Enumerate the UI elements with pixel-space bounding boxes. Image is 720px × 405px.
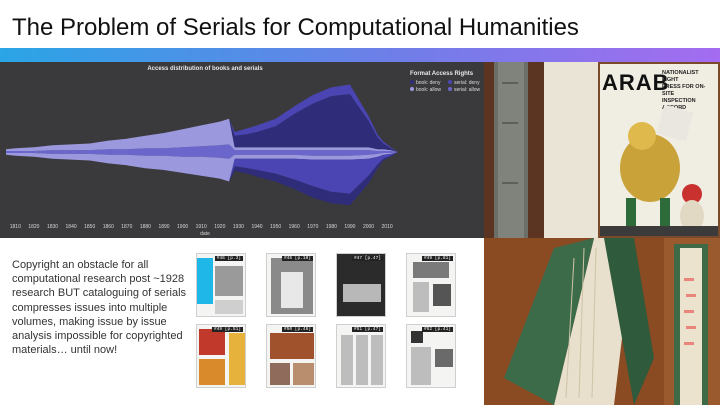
stream-lower-book-deny xyxy=(6,152,402,206)
thumbnail-label: #51 [p.47] xyxy=(351,327,383,332)
thumbnail-label: #50 [p.46] xyxy=(281,327,313,332)
legend-label: serial: deny xyxy=(454,80,480,86)
magazine-headline-2: PRESS FOR ON-SITE xyxy=(662,84,706,97)
legend-label: serial: allow xyxy=(454,87,481,93)
issue-thumbnail[interactable]: #49 [p.81] xyxy=(406,253,456,317)
x-tick-label: 1910 xyxy=(196,224,207,230)
x-tick-label: 1970 xyxy=(307,224,318,230)
thumbnail-label: #49 [p.81] xyxy=(421,256,453,261)
x-tick-label: 1820 xyxy=(28,224,39,230)
thumbnail-label: #47 [p.47] xyxy=(351,256,383,261)
x-tick-label: 1810 xyxy=(10,224,21,230)
issue-thumbnail[interactable]: #46 [p.3] xyxy=(196,253,246,317)
cartoon-illustration xyxy=(600,104,718,236)
legend-swatch xyxy=(448,87,452,91)
slide-title: The Problem of Serials for Computational… xyxy=(12,14,579,41)
stream-upper-serial-deny xyxy=(6,84,402,152)
thumbnail-label: #49 [p.51] xyxy=(211,327,243,332)
legend-label: book: allow xyxy=(416,87,441,93)
legend-title: Format Access Rights xyxy=(410,71,474,77)
x-tick-label: 2010 xyxy=(382,224,393,230)
issue-thumbnail[interactable]: #46 [p.10] xyxy=(266,253,316,317)
x-tick-label: 1990 xyxy=(344,224,355,230)
x-tick-label: 1830 xyxy=(47,224,58,230)
x-tick-label: 1930 xyxy=(233,224,244,230)
chart-svg: Access distribution of books and serials… xyxy=(6,66,481,237)
x-tick-label: 1850 xyxy=(84,224,95,230)
slide-body-text: Copyright an obstacle for all computatio… xyxy=(12,259,187,357)
thumbnail-label: #52 [p.41] xyxy=(421,327,453,332)
legend-swatch xyxy=(448,80,452,84)
x-tick-label: 1880 xyxy=(140,224,151,230)
bound-volume-spine-photo xyxy=(484,62,544,238)
bound-volumes-pages-photo xyxy=(484,238,664,405)
issue-thumbnail[interactable]: #52 [p.41] xyxy=(406,324,456,388)
x-tick-label: 1950 xyxy=(270,224,281,230)
x-tick-label: 1870 xyxy=(121,224,132,230)
magazine-headline-1: NATIONALIST FIGHT xyxy=(662,70,699,83)
chart-title: Access distribution of books and serials xyxy=(147,66,263,72)
issue-thumbnail[interactable]: #50 [p.46] xyxy=(266,324,316,388)
issue-thumbnail[interactable]: #47 [p.47] xyxy=(336,253,386,317)
accent-gradient-bar xyxy=(0,48,720,62)
thumbnail-label: #46 [p.3] xyxy=(214,256,243,261)
legend-swatch xyxy=(410,87,414,91)
x-tick-label: 1940 xyxy=(251,224,262,230)
stream-upper-serial-allow xyxy=(6,144,402,152)
thumbnail-label: #46 [p.10] xyxy=(281,256,313,261)
stream-lower-serial-deny xyxy=(6,152,402,194)
x-tick-label: 2000 xyxy=(363,224,374,230)
stream-upper-book-allow xyxy=(6,118,402,152)
arab-magazine-cover-photo: ARAB NATIONALIST FIGHT PRESS FOR ON-SITE… xyxy=(544,62,720,238)
x-tick-label: 1860 xyxy=(103,224,114,230)
issue-thumbnail[interactable]: #49 [p.51] xyxy=(196,324,246,388)
x-axis-label: date xyxy=(200,231,210,237)
x-tick-label: 1890 xyxy=(158,224,169,230)
issue-thumbnail[interactable]: #51 [p.47] xyxy=(336,324,386,388)
book-shape xyxy=(504,238,654,405)
legend-swatch xyxy=(410,80,414,84)
stream-lower-serial-allow xyxy=(6,152,402,159)
magazine-masthead: ARAB xyxy=(602,70,670,95)
bound-volume-tabs-photo xyxy=(664,238,720,405)
x-tick-label: 1960 xyxy=(289,224,300,230)
x-tick-label: 1920 xyxy=(214,224,225,230)
access-distribution-chart: Access distribution of books and serials… xyxy=(0,62,484,238)
stream-upper-book-deny xyxy=(6,94,402,152)
legend-label: book: deny xyxy=(416,80,441,86)
x-tick-label: 1840 xyxy=(66,224,77,230)
x-tick-label: 1980 xyxy=(326,224,337,230)
x-tick-label: 1900 xyxy=(177,224,188,230)
stream-lower-book-allow xyxy=(6,152,402,182)
